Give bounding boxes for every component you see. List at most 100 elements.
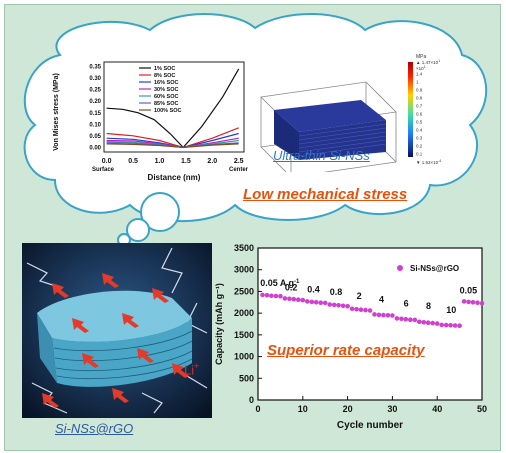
data-point [394,316,400,321]
stress-legend-label: 16% SOC [154,80,178,86]
stress-curves [106,68,240,149]
colorbar-tick: 0.3 [416,136,423,141]
rate-xtick: 30 [387,404,397,414]
data-point [354,306,359,312]
data-point [296,297,301,302]
rate-xtick: 0 [255,404,260,414]
data-point [291,296,297,302]
data-point [475,300,480,305]
rate-ytick: 0 [249,395,254,405]
cloud-bubble-large [140,192,180,232]
ultra-thin-caption: Ultra-thin Si-NSs [273,148,370,163]
stress-xtick: 0.5 [128,158,138,165]
rate-label: 0.05 [460,286,478,296]
layer-lines [53,330,193,380]
colorbar-title: MPa [416,54,427,60]
rate-points [260,292,485,328]
colorbar-tick: 0.7 [416,104,423,109]
data-point [278,293,283,299]
rate-xtick: 50 [477,404,487,414]
data-point [340,303,346,309]
rate-ytick: 3000 [234,265,254,275]
data-point [367,308,373,313]
data-point [282,296,288,301]
superior-rate-caption: Superior rate capacity [267,342,425,359]
data-point [399,316,404,322]
rate-label: 0.2 [285,283,298,293]
data-point [403,316,409,322]
rate-ylabel: Capacity (mAh g⁻¹) [214,283,224,365]
rate-ytick: 1000 [234,352,254,362]
stress-curve [106,143,239,149]
colorbar-bottom: ▼ 1.53×10-4 [416,159,441,165]
stress-ticks: 0.0 0.5 1.0 1.5 2.0 2.5 0.00 0.05 0.10 0.15 0.20 0.… [89,65,243,165]
center-label: Center [229,167,249,173]
rate-capacity-chart: Capacity (mAh g⁻¹) Cycle number 0 10 20 30 4… [214,243,487,431]
stress-ylabel: Von Mises stress (MPa) [53,73,60,151]
rate-annotations: 0.05 A g-10.2 0.4 0.8 2 4 6 8 10 0.05 [260,278,477,315]
rate-xtick: 20 [343,404,353,414]
material-illustration [22,243,212,418]
data-point [313,300,319,305]
data-point [466,299,471,305]
data-point [421,320,427,325]
colorbar-tick: 0.4 [416,128,423,133]
stress-legend-label: 30% SOC [154,87,178,93]
data-point [381,312,386,318]
rate-ytick: 500 [239,373,254,383]
data-point [322,300,328,306]
rate-ytick: 2500 [234,286,254,296]
stress-legend-label: 100% SOC [154,108,182,114]
data-point [417,319,422,325]
graphene-block [37,290,192,387]
stress-xtick: 0.0 [102,158,112,165]
colorbar-tick: 0.8 [416,96,423,101]
colorbar [408,62,413,157]
stress-ytick: 0.05 [89,134,101,140]
rate-xtick: 10 [298,404,308,414]
rate-label: 8 [426,301,431,311]
stress-ytick: 0.15 [89,111,101,117]
data-point [376,312,382,318]
rate-label: 0.4 [307,284,320,294]
low-stress-headline: Low mechanical stress [243,186,408,203]
stress-ytick: 0.25 [89,88,101,94]
data-point [425,320,431,325]
stress-legend-label: 60% SOC [154,94,178,100]
stress-curve [106,68,240,149]
nanosheet-model: MPa ▲ 1.47×101 ×101 1.4 1 0.9 0.8 0.7 0.6 0.5 0… [260,54,441,172]
data-point [457,323,462,328]
stress-legend-label: 85% SOC [154,101,178,107]
stress-chart: Von Mises stress (MPa) Distance (nm) Sur… [53,61,249,182]
data-point [430,320,435,326]
data-point [331,302,337,308]
lithium-ion-arrows [42,273,189,408]
data-point [443,322,449,328]
data-point [260,292,265,298]
data-point [448,323,453,328]
stress-ytick: 0.30 [89,76,101,82]
stress-xtick: 1.0 [155,158,165,165]
stress-legend-label: 1% SOC [154,66,175,72]
colorbar-tick: 0.2 [416,144,423,149]
data-point [470,300,476,305]
data-point [408,317,413,322]
rate-label: 0.8 [330,287,343,297]
rate-label: 6 [404,299,409,309]
stress-curve [106,127,239,149]
legend-marker [397,265,403,271]
stress-ytick: 0.35 [89,65,101,71]
data-point [264,293,270,298]
rate-label: 0.05 A g-1 [260,278,300,288]
stress-xtick: 2.0 [207,158,217,165]
rate-label: 10 [446,305,456,315]
rate-label: 2 [357,291,362,301]
material-caption: Si-NSs@rGO [55,421,134,436]
data-point [349,306,355,312]
data-point [273,293,279,299]
nanosheet-stack [274,100,387,160]
data-point [318,300,323,305]
data-point [336,303,341,308]
